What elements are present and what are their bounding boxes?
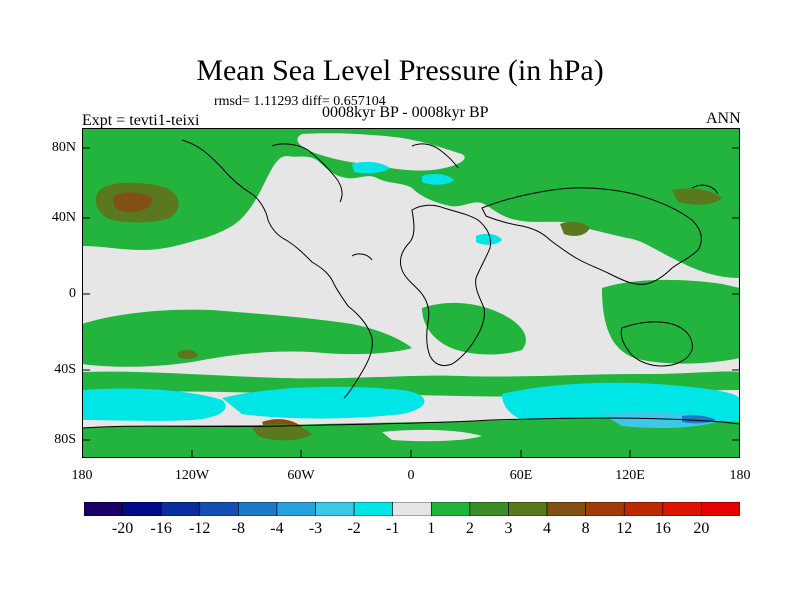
lon-label-60e: 60E <box>509 468 533 483</box>
arctic-neutral <box>297 133 465 171</box>
colorbar-swatch <box>469 502 509 516</box>
arctic-cyan-3 <box>476 233 502 245</box>
colorbar-label: -16 <box>150 520 172 537</box>
season-label: ANN <box>706 110 741 127</box>
map-title: Mean Sea Level Pressure (in hPa) <box>196 54 604 87</box>
colorbar-swatch <box>392 502 432 516</box>
antarctica-neutral <box>382 429 482 442</box>
colorbar <box>84 502 740 516</box>
colorbar-label: 3 <box>504 520 513 537</box>
experiment-label: Expt = tevti1-teixi <box>82 112 200 129</box>
colorbar-swatch <box>662 502 702 516</box>
lon-label-180w: 180 <box>71 468 93 483</box>
colorbar-label: -4 <box>270 520 284 537</box>
colorbar-label: -12 <box>189 520 211 537</box>
asia-brown <box>560 221 590 236</box>
colorbar-swatch <box>238 502 278 516</box>
colorbar-label: -2 <box>347 520 361 537</box>
colorbar-swatch <box>315 502 355 516</box>
colorbar-label: -1 <box>386 520 400 537</box>
colorbar-label: 20 <box>693 520 710 537</box>
colorbar-swatch <box>701 502 740 516</box>
lat-label-80s: 80S <box>54 432 76 447</box>
south-atlantic-green <box>422 302 526 355</box>
arctic-cyan-1 <box>352 161 390 174</box>
southern-cyan-mid <box>222 386 425 419</box>
lat-label-80n: 80N <box>51 140 76 155</box>
lat-label-40s: 40S <box>54 362 76 377</box>
colorbar-label: 16 <box>654 520 671 537</box>
colorbar-swatch <box>122 502 162 516</box>
antarctica-darkgreen <box>252 423 312 441</box>
colorbar-label: -20 <box>111 520 134 537</box>
tropical-pacific-green <box>82 309 412 367</box>
coastlines <box>82 139 740 429</box>
colorbar-swatch <box>546 502 586 516</box>
colorbar-swatch <box>508 502 548 516</box>
colorbar-label: 1 <box>427 520 436 537</box>
stats-label: rmsd= 1.11293 diff= 0.657104 <box>214 94 386 109</box>
colorbar-swatch <box>199 502 239 516</box>
colorbar-swatch <box>160 502 201 516</box>
pacific-brown-core <box>112 192 153 212</box>
colorbar-label: 2 <box>465 520 474 537</box>
australia-green <box>602 279 740 364</box>
lon-label-0: 0 <box>407 468 415 483</box>
colorbar-label: 8 <box>581 520 590 537</box>
colorbar-swatch <box>84 502 123 516</box>
colorbar-swatch <box>585 502 625 516</box>
lat-label-40n: 40N <box>51 210 76 225</box>
arctic-cyan-2 <box>422 173 454 185</box>
colorbar-label: -8 <box>231 520 245 537</box>
colorbar-label: -3 <box>308 520 323 537</box>
lon-label-180e: 180 <box>729 468 751 483</box>
colorbar-swatch <box>276 502 316 516</box>
colorbar-label: 12 <box>616 520 633 537</box>
lat-label-0: 0 <box>69 286 76 301</box>
east-asia-brown <box>672 188 722 205</box>
arctic-green-strip <box>602 143 672 159</box>
pacific-darkgreen-spot <box>178 349 198 359</box>
southern-cyan-west <box>82 388 226 421</box>
period-label: 0008kyr BP - 0008kyr BP <box>322 104 489 121</box>
colorbar-swatch <box>353 502 394 516</box>
north-green-band <box>82 128 740 278</box>
lon-label-60w: 60W <box>287 468 315 483</box>
lon-label-120w: 120W <box>174 468 210 483</box>
colorbar-label: 4 <box>543 520 552 537</box>
pressure-map <box>82 128 740 458</box>
lon-label-120e: 120E <box>615 468 645 483</box>
map-ticks <box>82 147 740 458</box>
colorbar-swatch <box>430 502 471 516</box>
colorbar-swatch <box>623 502 664 516</box>
